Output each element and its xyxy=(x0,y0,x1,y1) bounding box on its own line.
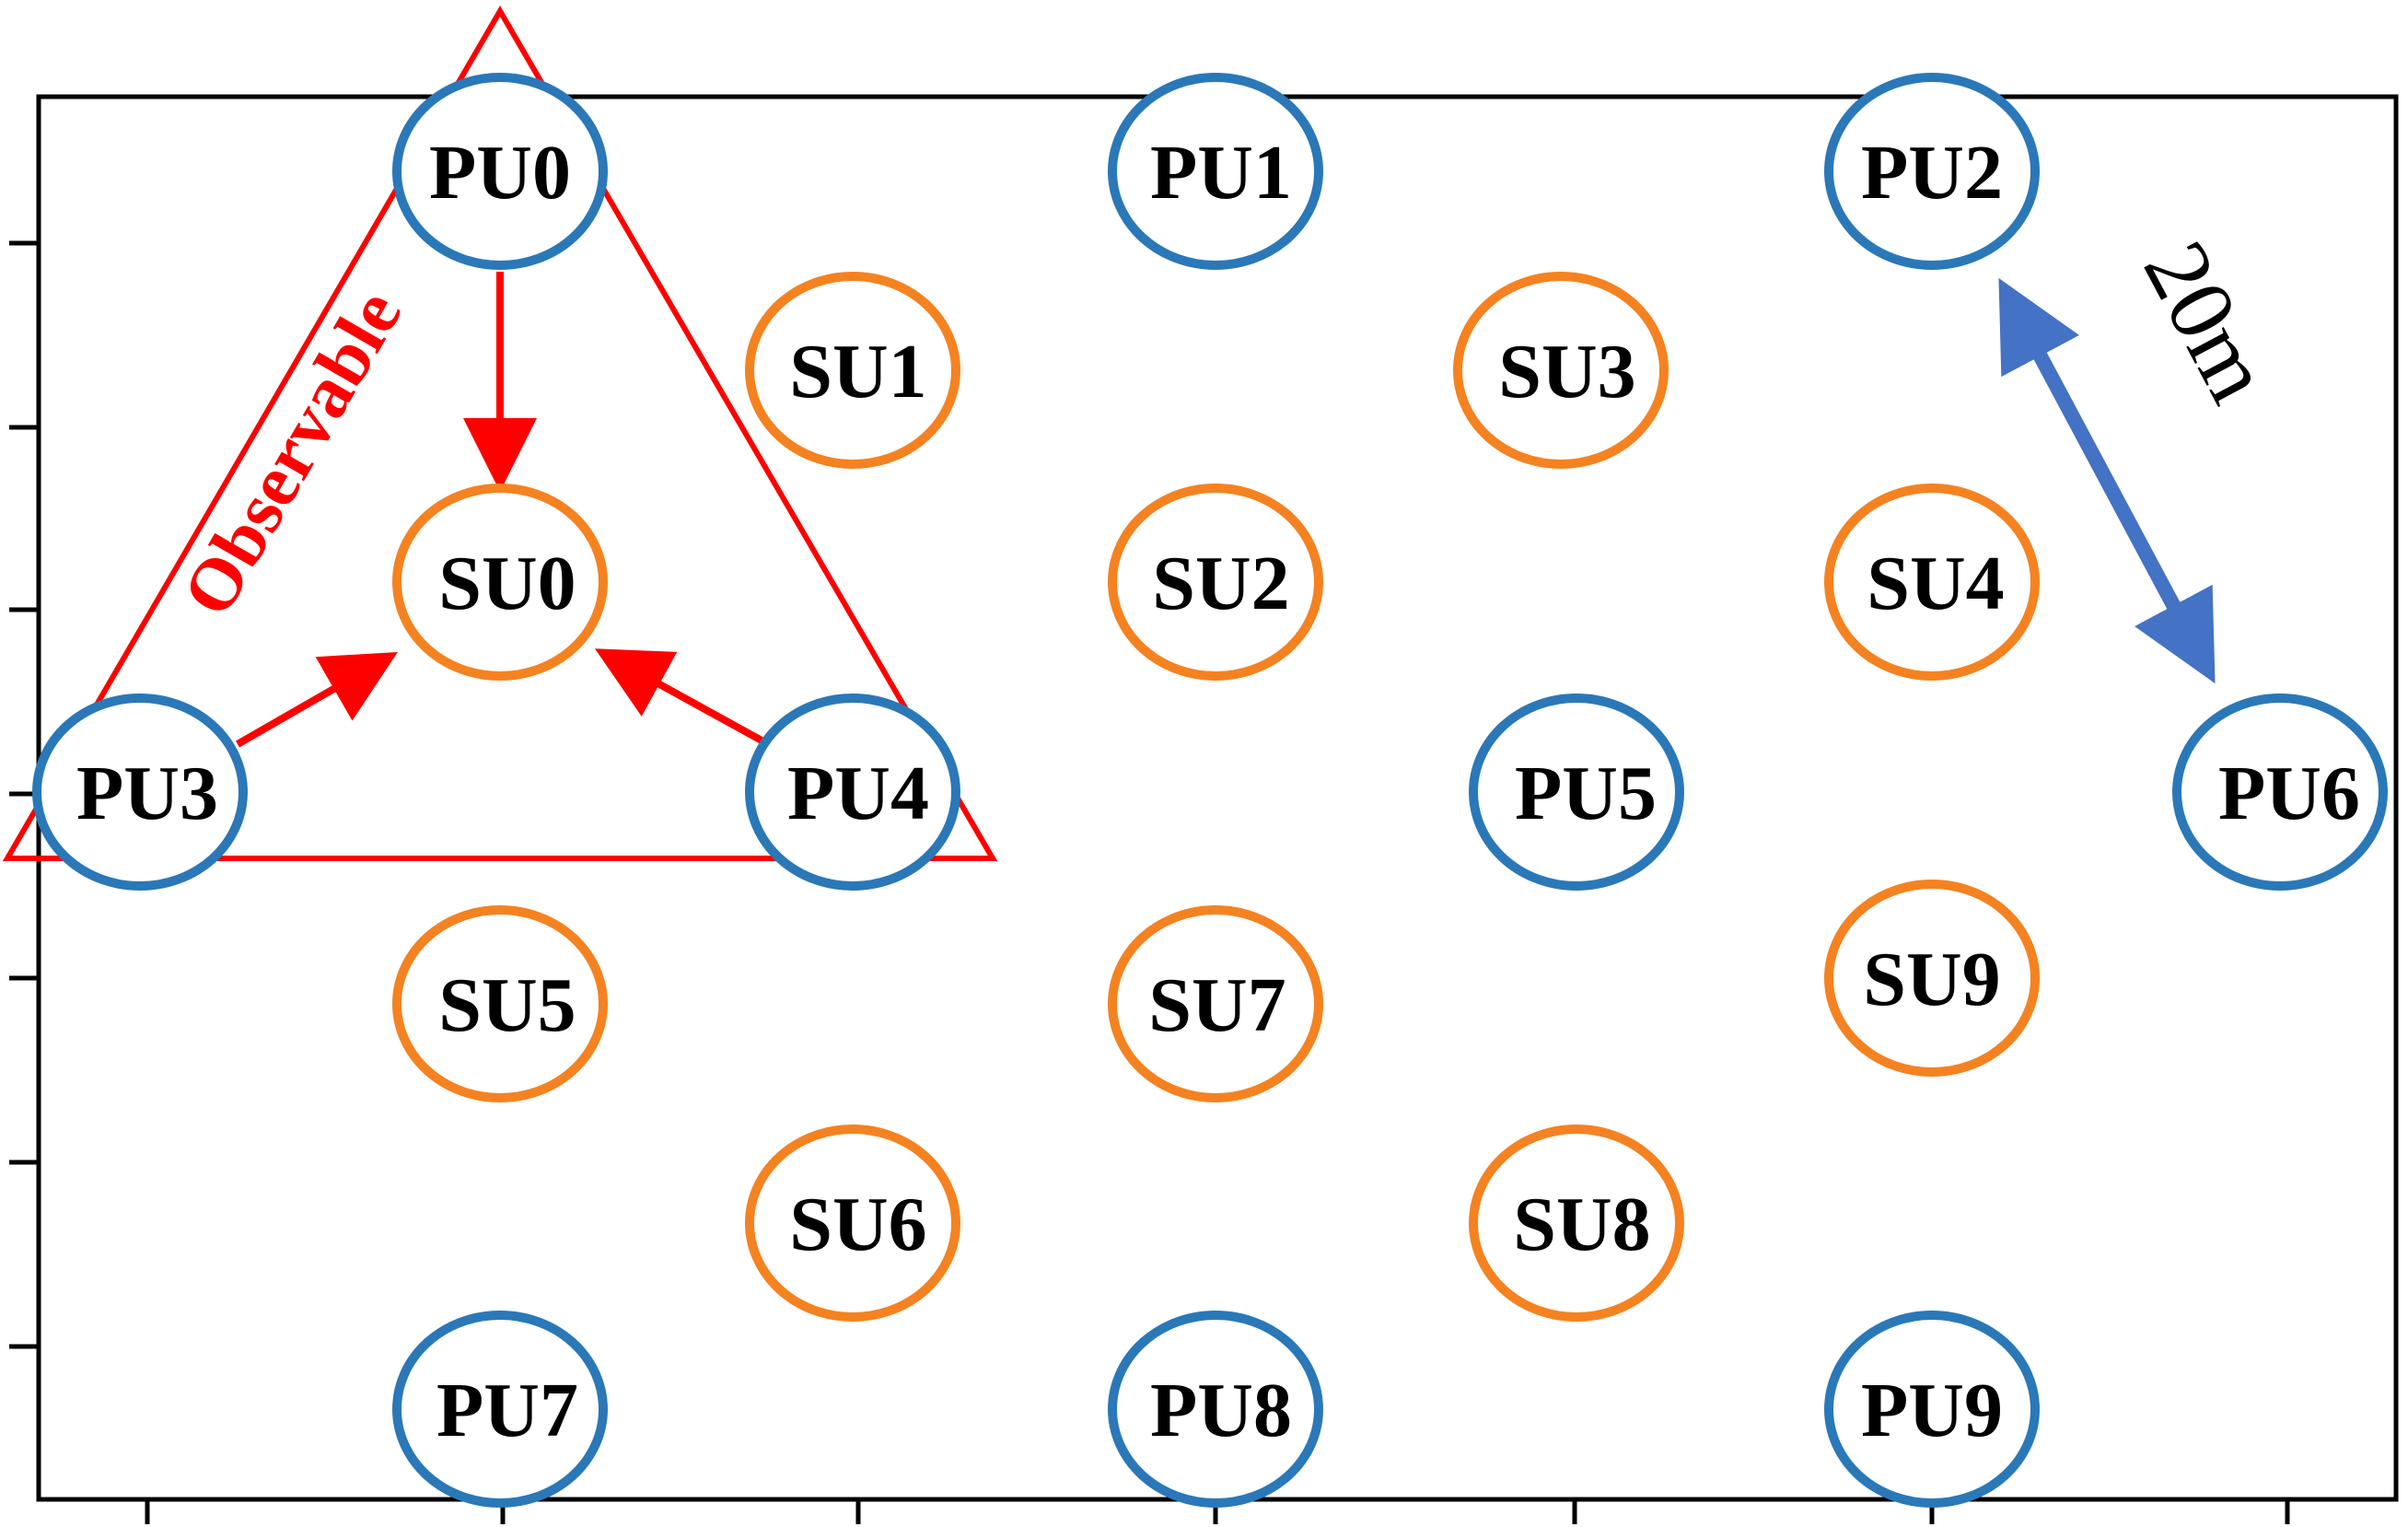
node-circle xyxy=(32,694,248,891)
primary-user-nodes: PU0 PU1 PU2 PU3 PU4 PU5 PU6 PU7 xyxy=(32,73,2388,1508)
node-su5: SU5 xyxy=(392,905,608,1102)
node-pu9: PU9 xyxy=(1824,1311,2040,1508)
node-circle xyxy=(1824,880,2040,1077)
secondary-user-nodes: SU0 SU1 SU2 SU3 SU4 SU5 SU6 SU7 xyxy=(392,272,2040,1322)
node-circle xyxy=(745,272,960,469)
node-circle xyxy=(1824,1311,2040,1508)
node-pu1: PU1 xyxy=(1108,73,1323,270)
node-label: PU2 xyxy=(1861,130,2003,216)
node-circle xyxy=(392,484,608,681)
distance-arrow xyxy=(1998,277,2216,684)
node-pu6: PU6 xyxy=(2172,694,2388,891)
node-pu8: PU8 xyxy=(1108,1311,1323,1508)
node-circle xyxy=(392,1311,608,1508)
node-circle xyxy=(2172,694,2388,891)
node-su0: SU0 xyxy=(392,484,608,681)
node-label: SU6 xyxy=(789,1182,926,1267)
node-label: PU5 xyxy=(1515,751,1657,836)
node-pu7: PU7 xyxy=(392,1311,608,1508)
node-label: SU7 xyxy=(1148,962,1285,1048)
node-su7: SU7 xyxy=(1108,905,1323,1102)
node-su3: SU3 xyxy=(1453,272,1669,469)
node-label: SU4 xyxy=(1867,541,2004,626)
node-circle xyxy=(1108,73,1323,270)
node-su8: SU8 xyxy=(1469,1125,1684,1322)
node-pu4: PU4 xyxy=(745,694,960,891)
edge-pu3-su0 xyxy=(236,652,398,748)
observable-label: Observable xyxy=(168,277,418,630)
observable-triangle xyxy=(2,6,998,861)
node-pu0: PU0 xyxy=(392,73,608,270)
node-circle xyxy=(392,905,608,1102)
node-label: PU9 xyxy=(1861,1368,2003,1453)
node-pu2: PU2 xyxy=(1824,73,2040,270)
node-circle xyxy=(745,1125,960,1322)
node-label: PU3 xyxy=(76,751,218,836)
node-label: SU2 xyxy=(1152,541,1289,626)
node-label: PU4 xyxy=(787,751,929,836)
edge-pu4-su0 xyxy=(594,648,774,750)
node-su1: SU1 xyxy=(745,272,960,469)
node-pu3: PU3 xyxy=(32,694,248,891)
observation-edges xyxy=(236,272,774,750)
node-circle xyxy=(1469,694,1684,891)
node-circle xyxy=(1108,905,1323,1102)
node-circle xyxy=(392,73,608,270)
node-label: PU1 xyxy=(1150,130,1292,216)
node-label: PU7 xyxy=(436,1368,578,1453)
node-su4: SU4 xyxy=(1824,484,2040,681)
node-label: PU0 xyxy=(429,130,571,216)
node-su6: SU6 xyxy=(745,1125,960,1322)
node-circle xyxy=(1824,484,2040,681)
node-label: SU5 xyxy=(438,962,576,1048)
node-circle xyxy=(1469,1125,1684,1322)
node-pu5: PU5 xyxy=(1469,694,1684,891)
node-circle xyxy=(1108,484,1323,681)
node-label: SU3 xyxy=(1498,329,1635,414)
node-label: SU8 xyxy=(1513,1182,1650,1267)
node-label: PU6 xyxy=(2218,751,2360,836)
node-circle xyxy=(1824,73,2040,270)
node-label: SU0 xyxy=(438,541,576,626)
node-label: PU8 xyxy=(1150,1368,1292,1453)
distance-label: 20m xyxy=(2124,226,2291,418)
node-su9: SU9 xyxy=(1824,880,2040,1077)
node-su2: SU2 xyxy=(1108,484,1323,681)
node-circle xyxy=(1453,272,1669,469)
node-label: SU1 xyxy=(789,329,926,414)
node-label: SU9 xyxy=(1863,937,2000,1022)
node-circle xyxy=(745,694,960,891)
node-circle xyxy=(1108,1311,1323,1508)
